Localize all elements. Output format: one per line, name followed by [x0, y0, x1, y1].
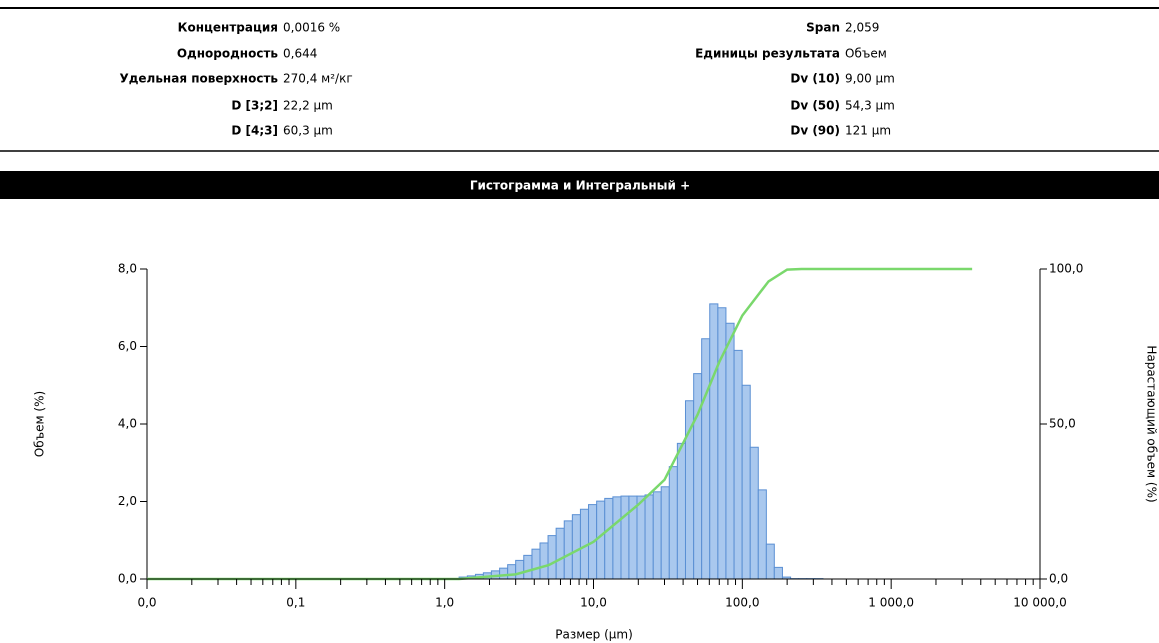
bar	[523, 554, 533, 580]
bar	[636, 495, 646, 580]
section-bar	[0, 171, 1159, 199]
bar	[652, 491, 662, 580]
y-tick-label: 6,0	[118, 339, 137, 353]
bar	[515, 559, 525, 580]
bar	[539, 542, 549, 580]
bar	[725, 322, 735, 580]
bar	[620, 495, 630, 580]
x-tick-label: 0,0	[137, 596, 156, 610]
bar	[749, 446, 759, 580]
bar	[733, 349, 743, 580]
summary-label: Span	[806, 21, 840, 35]
bar	[701, 338, 711, 580]
y2-tick-label: 100,0	[1049, 262, 1083, 276]
bar	[547, 535, 557, 580]
y-tick-label: 8,0	[118, 262, 137, 276]
bar	[765, 543, 775, 580]
section-title: Гистограмма и Интегральный +	[470, 179, 690, 193]
bar	[563, 520, 573, 580]
y-axis-label: Объем (%)	[33, 391, 47, 457]
y2-axis-label: Нарастающий объем (%)	[1145, 345, 1159, 502]
x-axis-label: Размер (µm)	[555, 628, 633, 642]
summary-value: Объем	[845, 47, 887, 61]
summary-label: D [4;3]	[231, 124, 278, 138]
summary-value: 60,3 µm	[283, 124, 333, 138]
summary-value: 270,4 м²/кг	[283, 72, 353, 86]
summary-label: Удельная поверхность	[119, 72, 278, 86]
summary-value: 121 µm	[845, 124, 891, 138]
summary-label: Dv (90)	[790, 124, 840, 138]
summary-label: Dv (10)	[790, 72, 840, 86]
x-tick-label: 100,0	[725, 596, 759, 610]
summary-value: 22,2 µm	[283, 99, 333, 113]
x-tick-label: 1,0	[435, 596, 454, 610]
bar	[676, 442, 686, 580]
x-tick-label: 1 000,0	[868, 596, 914, 610]
bar	[709, 303, 719, 580]
summary-label: Однородность	[177, 47, 279, 61]
summary-value: 0,644	[283, 47, 317, 61]
summary-value: 2,059	[845, 21, 879, 35]
x-tick-label: 10,0	[580, 596, 607, 610]
bar	[507, 564, 517, 580]
x-tick-label: 10 000,0	[1013, 596, 1066, 610]
summary-label: Единицы результата	[695, 47, 840, 61]
bar	[612, 496, 622, 580]
bar	[757, 489, 767, 580]
y2-tick-label: 50,0	[1049, 417, 1076, 431]
bar	[596, 500, 606, 580]
summary-label: Концентрация	[178, 21, 278, 35]
y2-tick-label: 0,0	[1049, 572, 1068, 586]
bar	[644, 494, 654, 580]
bar	[660, 486, 670, 580]
bar	[604, 497, 614, 580]
bar	[773, 566, 783, 580]
cumulative-line	[147, 267, 973, 581]
y-tick-label: 0,0	[118, 572, 137, 586]
bar	[668, 466, 678, 580]
y-tick-label: 4,0	[118, 417, 137, 431]
bar	[555, 527, 565, 580]
summary-label: D [3;2]	[231, 99, 278, 113]
summary-value: 54,3 µm	[845, 99, 895, 113]
bar	[571, 514, 581, 580]
summary-value: 9,00 µm	[845, 72, 895, 86]
bar	[741, 384, 751, 580]
summary-label: Dv (50)	[790, 99, 840, 113]
summary-value: 0,0016 %	[283, 21, 340, 35]
bar	[531, 548, 541, 580]
x-tick-label: 0,1	[286, 596, 305, 610]
bar	[499, 567, 509, 580]
y-tick-label: 2,0	[118, 494, 137, 508]
